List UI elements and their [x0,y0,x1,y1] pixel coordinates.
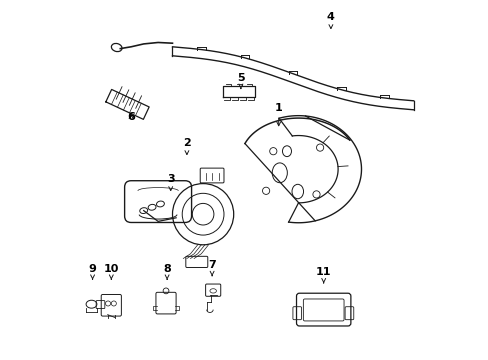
Text: 1: 1 [274,103,282,126]
Text: 6: 6 [127,112,135,122]
Text: 9: 9 [88,264,96,279]
Text: 2: 2 [183,138,190,154]
Text: 8: 8 [163,264,171,279]
Text: 3: 3 [166,174,174,190]
Text: 5: 5 [237,73,244,89]
Text: 4: 4 [326,12,334,28]
Text: 7: 7 [208,260,216,276]
Text: 11: 11 [315,267,331,283]
Text: 10: 10 [103,264,119,279]
